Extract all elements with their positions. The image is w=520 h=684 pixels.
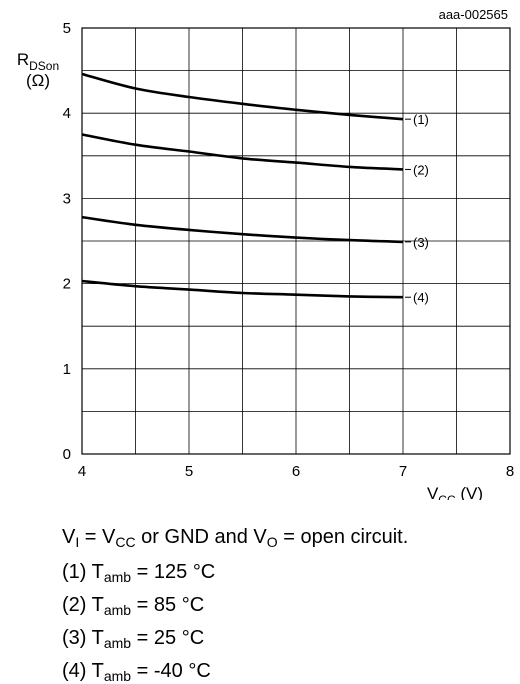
x-tick-label: 7 [399, 463, 407, 480]
legend-item-3: (3) Tamb = 25 °C [62, 627, 205, 651]
tick-labels: 4 5 6 7 8 0 1 2 3 4 5 [63, 20, 515, 480]
y-tick-label: 3 [63, 190, 71, 207]
series-line-2 [81, 133, 404, 171]
legend-item-4: (4) Tamb = -40 °C [62, 660, 211, 684]
test-condition: VI = VCC or GND and VO = open circuit. [62, 526, 409, 550]
series-label-2: (2) [413, 162, 429, 177]
x-tick-label: 6 [292, 463, 300, 480]
plot-frame [81, 27, 511, 455]
legend-item-1: (1) Tamb = 125 °C [62, 561, 216, 585]
series-line-4 [81, 279, 404, 299]
y-axis-unit: (Ω) [26, 71, 50, 90]
legend-item-2: (2) Tamb = 85 °C [62, 594, 205, 618]
series-label-3: (3) [413, 235, 429, 250]
y-tick-label: 0 [63, 446, 71, 463]
y-tick-label: 2 [63, 276, 71, 293]
grid-lines [82, 28, 510, 454]
x-tick-label: 8 [506, 463, 514, 480]
y-tick-label: 1 [63, 361, 71, 378]
series-line-1 [81, 72, 404, 121]
x-tick-label: 5 [185, 463, 193, 480]
x-axis-label: VCC (V) [427, 484, 483, 500]
figure-id: aaa-002565 [439, 7, 508, 22]
series-lines [81, 72, 404, 299]
series-leaders: (1) (2) (3) (4) [405, 112, 429, 305]
series-label-1: (1) [413, 112, 429, 127]
series-label-4: (4) [413, 290, 429, 305]
rdson-vs-vcc-chart: (1) (2) (3) (4) 4 5 6 7 8 0 1 2 3 4 5 aaa-002565 RDSo… [17, 7, 515, 500]
x-tick-label: 4 [78, 463, 86, 480]
y-axis-label: RDSon [17, 50, 59, 73]
y-tick-label: 5 [63, 20, 71, 37]
series-line-3 [81, 215, 404, 244]
y-tick-label: 4 [63, 105, 71, 122]
